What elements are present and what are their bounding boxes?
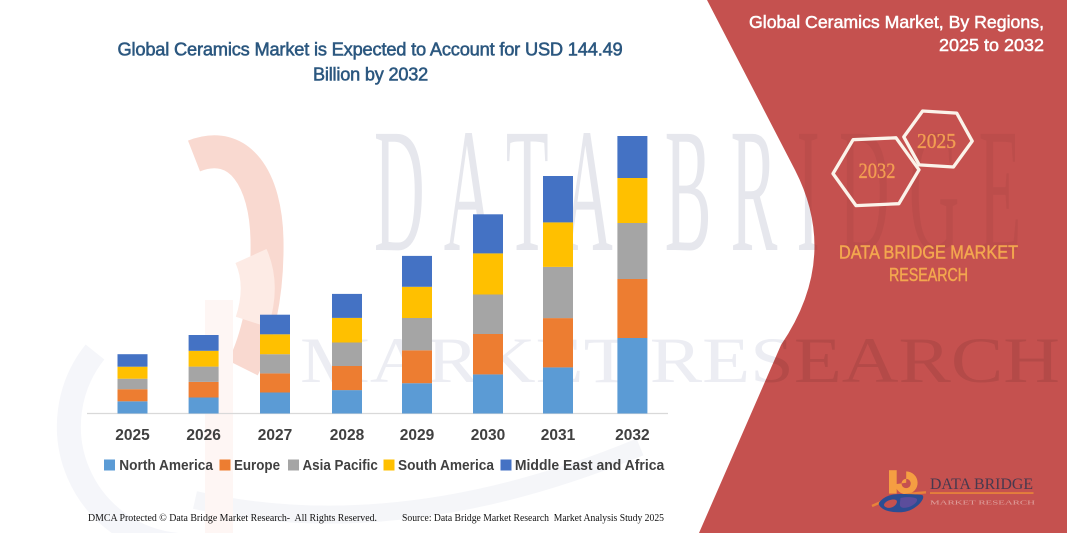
- svg-text:2032: 2032: [615, 427, 649, 444]
- svg-text:Europe: Europe: [234, 458, 280, 474]
- svg-text:Middle East and Africa: Middle East and Africa: [515, 458, 665, 474]
- svg-text:North America: North America: [119, 458, 214, 474]
- svg-text:2032: 2032: [859, 158, 896, 183]
- svg-text:Billion by 2032: Billion by 2032: [313, 64, 428, 85]
- svg-text:2028: 2028: [330, 427, 365, 444]
- svg-text:MARKET RESEARCH: MARKET RESEARCH: [930, 500, 1036, 507]
- svg-text:2026: 2026: [186, 427, 221, 444]
- svg-text:RESEARCH: RESEARCH: [889, 265, 968, 285]
- svg-text:DATA BRIDGE MARKET: DATA BRIDGE MARKET: [839, 243, 1018, 263]
- svg-text:Source: Data Bridge Market Res: Source: Data Bridge Market Research Mark…: [402, 512, 664, 524]
- svg-text:2025: 2025: [917, 129, 956, 153]
- svg-text:2031: 2031: [541, 427, 576, 444]
- svg-text:DATA BRIDGE: DATA BRIDGE: [930, 476, 1033, 493]
- svg-text:Global Ceramics Market is Expe: Global Ceramics Market is Expected to Ac…: [118, 39, 623, 60]
- svg-text:2030: 2030: [471, 427, 505, 444]
- svg-text:South America: South America: [398, 458, 495, 474]
- svg-text:Asia Pacific: Asia Pacific: [303, 458, 378, 474]
- svg-text:2025 to 2032: 2025 to 2032: [939, 35, 1044, 55]
- svg-text:DMCA Protected © Data Bridge M: DMCA Protected © Data Bridge Market Rese…: [88, 512, 377, 524]
- svg-text:2025: 2025: [115, 427, 150, 444]
- svg-text:2029: 2029: [400, 427, 435, 444]
- svg-text:2027: 2027: [258, 427, 292, 444]
- svg-text:Global Ceramics Market, By Reg: Global Ceramics Market, By Regions,: [749, 12, 1044, 32]
